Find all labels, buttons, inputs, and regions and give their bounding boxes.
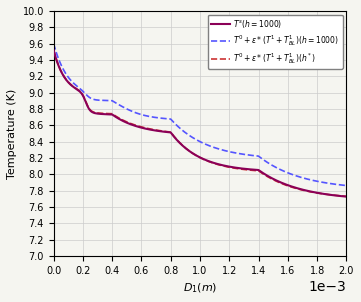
$T^0 + \epsilon*(T^1+T^1_{BL})(h=1000)$: [103, 99, 108, 102]
$T^0 + \epsilon*(T^1+T^1_{BL})(h^*)$: [184, 147, 188, 150]
$T^s(h=1000)$: [344, 195, 348, 198]
$T^s(h=1000)$: [247, 167, 251, 171]
$T^0 + \epsilon*(T^1+T^1_{BL})(h^*)$: [344, 194, 348, 198]
Line: $T^0 + \epsilon*(T^1+T^1_{BL})(h^*)$: $T^0 + \epsilon*(T^1+T^1_{BL})(h^*)$: [53, 50, 346, 196]
$T^s(h=1000)$: [103, 112, 108, 116]
$T^0 + \epsilon*(T^1+T^1_{BL})(h^*)$: [247, 168, 251, 172]
$T^0 + \epsilon*(T^1+T^1_{BL})(h^*)$: [103, 112, 108, 115]
$T^0 + \epsilon*(T^1+T^1_{BL})(h^*)$: [272, 178, 276, 182]
$T^s(h=1000)$: [184, 147, 188, 150]
$T^s(h=1000)$: [224, 164, 228, 168]
X-axis label: $D_1(m)$: $D_1(m)$: [183, 281, 217, 295]
$T^0 + \epsilon*(T^1+T^1_{BL})(h=1000)$: [224, 149, 228, 153]
$T^0 + \epsilon*(T^1+T^1_{BL})(h=1000)$: [51, 42, 56, 46]
$T^0 + \epsilon*(T^1+T^1_{BL})(h^*)$: [127, 121, 131, 125]
$T^0 + \epsilon*(T^1+T^1_{BL})(h=1000)$: [184, 131, 188, 135]
$T^s(h=1000)$: [51, 48, 56, 52]
Line: $T^0 + \epsilon*(T^1+T^1_{BL})(h=1000)$: $T^0 + \epsilon*(T^1+T^1_{BL})(h=1000)$: [53, 44, 346, 185]
$T^0 + \epsilon*(T^1+T^1_{BL})(h=1000)$: [272, 165, 276, 168]
Legend: $T^s(h=1000)$, $T^0 + \epsilon*(T^1+T^1_{BL})(h=1000)$, $T^0 + \epsilon*(T^1+T^1: $T^s(h=1000)$, $T^0 + \epsilon*(T^1+T^1_…: [208, 15, 343, 69]
$T^s(h=1000)$: [272, 178, 276, 181]
$T^0 + \epsilon*(T^1+T^1_{BL})(h=1000)$: [344, 184, 348, 187]
Line: $T^s(h=1000)$: $T^s(h=1000)$: [53, 50, 346, 197]
$T^0 + \epsilon*(T^1+T^1_{BL})(h=1000)$: [127, 108, 131, 112]
$T^s(h=1000)$: [127, 122, 131, 125]
$T^0 + \epsilon*(T^1+T^1_{BL})(h^*)$: [224, 165, 228, 169]
$T^0 + \epsilon*(T^1+T^1_{BL})(h^*)$: [51, 48, 56, 52]
Y-axis label: Temperature (K): Temperature (K): [7, 88, 17, 179]
$T^0 + \epsilon*(T^1+T^1_{BL})(h=1000)$: [247, 153, 251, 157]
